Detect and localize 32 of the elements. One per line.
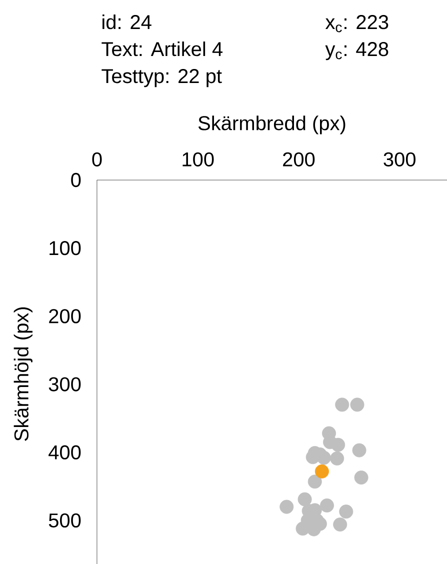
point [298,492,312,506]
y-tick-label: 100 [50,241,81,256]
point [331,438,346,452]
point [280,500,294,514]
y-axis-title: Skärmhöjd (px) [14,307,32,441]
y-tick-label: 300 [48,377,81,392]
point [354,470,368,485]
point [339,504,354,519]
point [330,451,344,466]
text: Testtyp: 22 pt [102,69,222,88]
x-tick-label: 0 [92,152,102,166]
point [352,443,366,458]
point [350,398,364,412]
y-tick-label: 400 [48,445,81,460]
y-tick-label: 500 [48,513,81,528]
point [296,522,310,536]
point [335,398,350,412]
y-tick-label: 200 [49,309,81,324]
x-tick-label: 200 [283,152,315,166]
text: x$_{c}$: 223 [325,15,388,32]
text: id: 24 [102,14,152,30]
point [314,464,329,478]
point [306,450,320,464]
point [333,518,348,532]
x-tick-label: 300 [384,152,416,166]
point [320,498,334,512]
y-tick-label: 0 [71,172,81,188]
text: Text: Artikel 4 [102,42,222,56]
x-axis-title: Skärmbredd (px) [198,116,346,134]
x-tick-label: 100 [182,152,214,166]
text: y$_{c}$: 428 [325,42,388,60]
point [308,474,322,489]
